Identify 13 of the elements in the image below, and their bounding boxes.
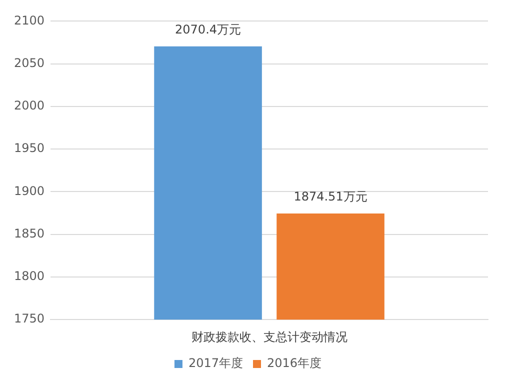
y-tick-label: 2050 (14, 56, 45, 70)
data-label: 1874.51万元 (294, 190, 368, 204)
legend-label: 2016年度 (267, 356, 322, 370)
y-tick-label: 1750 (14, 312, 45, 326)
y-tick-label: 2100 (14, 13, 45, 28)
y-tick-label: 1850 (14, 226, 45, 240)
y-tick-label: 1950 (14, 141, 45, 156)
y-tick-label: 1900 (14, 184, 45, 198)
y-tick-label: 2000 (14, 98, 45, 113)
y-tick-label: 1800 (14, 269, 45, 284)
data-label: 2070.4万元 (175, 22, 242, 37)
legend-label: 2017年度 (188, 356, 244, 370)
x-tick-label: 财政拨款收、支总计变动情况 (191, 330, 348, 344)
